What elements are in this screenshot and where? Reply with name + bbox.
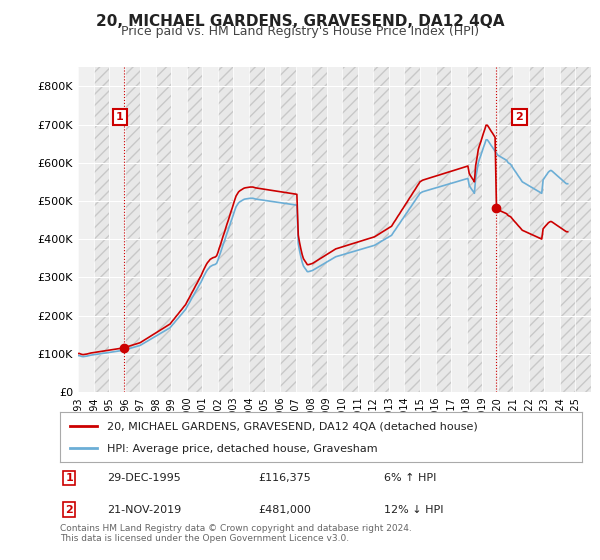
Bar	[513, 67, 529, 392]
Text: 29-DEC-1995: 29-DEC-1995	[107, 473, 181, 483]
Bar	[482, 67, 498, 392]
Text: 12% ↓ HPI: 12% ↓ HPI	[383, 505, 443, 515]
Text: HPI: Average price, detached house, Gravesham: HPI: Average price, detached house, Grav…	[107, 444, 377, 454]
Text: 2: 2	[65, 505, 73, 515]
Text: £116,375: £116,375	[259, 473, 311, 483]
Bar	[420, 67, 436, 392]
Text: 1: 1	[116, 112, 124, 122]
Bar	[296, 67, 311, 392]
Text: Contains HM Land Registry data © Crown copyright and database right 2024.
This d: Contains HM Land Registry data © Crown c…	[60, 524, 412, 543]
Text: 6% ↑ HPI: 6% ↑ HPI	[383, 473, 436, 483]
Bar	[451, 67, 467, 392]
Bar	[140, 67, 156, 392]
Bar	[389, 67, 404, 392]
Text: 20, MICHAEL GARDENS, GRAVESEND, DA12 4QA: 20, MICHAEL GARDENS, GRAVESEND, DA12 4QA	[96, 14, 504, 29]
Bar	[78, 67, 94, 392]
Bar	[171, 67, 187, 392]
Bar	[544, 67, 560, 392]
Bar	[327, 67, 342, 392]
Bar	[358, 67, 373, 392]
Text: £481,000: £481,000	[259, 505, 311, 515]
Text: 1: 1	[65, 473, 73, 483]
Bar	[233, 67, 249, 392]
Bar	[265, 67, 280, 392]
Text: 20, MICHAEL GARDENS, GRAVESEND, DA12 4QA (detached house): 20, MICHAEL GARDENS, GRAVESEND, DA12 4QA…	[107, 422, 478, 432]
Text: 2: 2	[515, 112, 523, 122]
Bar	[202, 67, 218, 392]
Text: Price paid vs. HM Land Registry's House Price Index (HPI): Price paid vs. HM Land Registry's House …	[121, 25, 479, 38]
Text: 21-NOV-2019: 21-NOV-2019	[107, 505, 181, 515]
Bar	[109, 67, 125, 392]
